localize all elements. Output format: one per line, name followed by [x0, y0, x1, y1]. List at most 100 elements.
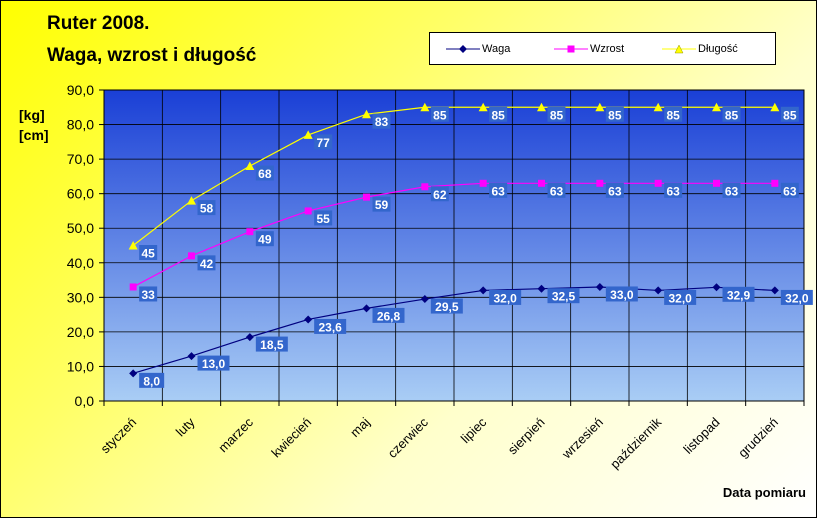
x-tick-label: sierpień — [505, 415, 548, 458]
svg-text:32,0: 32,0 — [668, 291, 692, 305]
svg-text:26,8: 26,8 — [377, 309, 401, 323]
axes — [99, 89, 805, 406]
legend-swatch-waga — [446, 44, 480, 53]
data-label: 32,9 — [722, 286, 755, 302]
data-label: 32,5 — [547, 288, 580, 304]
data-label: 13,0 — [197, 355, 230, 371]
data-label: 68 — [255, 165, 274, 181]
svg-text:13,0: 13,0 — [202, 357, 226, 371]
data-label: 83 — [372, 113, 391, 129]
legend-item-waga: Waga — [446, 33, 510, 64]
legend-label-dlugosc: Długość — [698, 42, 738, 55]
point-marker — [128, 241, 138, 250]
svg-text:32,9: 32,9 — [727, 288, 751, 302]
legend-label-waga: Waga — [482, 42, 511, 55]
point-marker — [187, 196, 196, 205]
point-marker — [712, 102, 721, 112]
chart-title-line-1: Ruter 2008. — [47, 13, 150, 34]
svg-text:68: 68 — [258, 167, 272, 181]
point-marker — [245, 161, 255, 171]
data-label: 63 — [722, 182, 741, 198]
svg-text:18,5: 18,5 — [260, 338, 284, 352]
y-tick-label: 90,0 — [67, 82, 94, 98]
point-marker — [653, 102, 663, 112]
x-tick-labels: styczeń luty marzec kwiecień maj czerwiec lipi… — [98, 414, 781, 471]
point-marker — [712, 283, 721, 292]
point-marker — [771, 179, 779, 187]
point-marker — [479, 286, 488, 295]
data-label: 32,0 — [664, 289, 697, 305]
svg-text:85: 85 — [433, 108, 447, 122]
data-label: 49 — [255, 231, 274, 247]
data-label: 85 — [722, 106, 741, 122]
svg-text:42: 42 — [200, 257, 214, 271]
data-label: 63 — [664, 182, 683, 198]
point-marker — [421, 183, 429, 191]
y-axis-label: [kg] [cm] — [19, 105, 49, 145]
svg-text:63: 63 — [725, 184, 739, 198]
y-axis-label-cm: [cm] — [19, 127, 49, 143]
data-label: 85 — [547, 106, 566, 122]
legend-swatch-dlugosc — [662, 43, 696, 53]
data-label: 62 — [430, 186, 449, 202]
x-tick-label: maj — [347, 414, 372, 439]
x-tick-label: grudzień — [735, 415, 781, 461]
svg-text:62: 62 — [433, 188, 447, 202]
data-label: 77 — [314, 134, 333, 150]
y-tick-labels: 0,0 10,0 20,0 30,0 40,0 50,0 60,0 70,0 80,0 90,0 — [67, 82, 94, 409]
data-label: 33,0 — [605, 286, 638, 302]
data-label: 85 — [489, 106, 508, 122]
point-marker — [129, 369, 138, 378]
point-marker — [188, 252, 195, 260]
y-tick-label: 10,0 — [67, 358, 94, 374]
x-tick-label: kwiecień — [268, 415, 314, 461]
point-marker — [595, 102, 605, 112]
svg-text:85: 85 — [666, 108, 680, 122]
svg-text:32,0: 32,0 — [785, 291, 809, 305]
point-marker — [362, 304, 371, 313]
x-tick-label: październik — [607, 414, 664, 471]
point-marker — [304, 315, 313, 324]
data-label: 18,5 — [255, 336, 288, 352]
point-marker — [596, 179, 604, 187]
svg-text:45: 45 — [141, 247, 155, 261]
y-tick-label: 60,0 — [67, 186, 94, 202]
svg-text:29,5: 29,5 — [435, 300, 459, 314]
point-marker — [187, 352, 196, 361]
svg-text:85: 85 — [608, 108, 622, 122]
point-marker — [420, 295, 429, 304]
x-tick-label: luty — [173, 414, 198, 439]
data-label: 85 — [605, 106, 624, 122]
data-label: 85 — [430, 106, 449, 122]
data-label: 33 — [139, 286, 158, 302]
svg-text:55: 55 — [316, 212, 330, 226]
svg-text:63: 63 — [491, 184, 505, 198]
point-marker — [713, 179, 720, 187]
y-tick-label: 50,0 — [67, 220, 94, 236]
y-tick-label: 80,0 — [67, 117, 94, 133]
data-labels: 8,0 13,0 18,5 23,6 26,8 29,5 32,0 32,5 33,0 32,0 3… — [139, 106, 813, 388]
data-label: 63 — [605, 182, 624, 198]
legend-label-wzrost: Wzrost — [590, 42, 625, 55]
data-label: 58 — [197, 200, 216, 216]
point-marker — [537, 102, 546, 112]
y-tick-label: 0,0 — [75, 393, 95, 409]
legend-item-wzrost: Wzrost — [554, 33, 624, 64]
y-axis-label-kg: [kg] — [19, 107, 45, 123]
point-marker — [304, 207, 312, 215]
data-label: 59 — [372, 196, 391, 212]
svg-text:32,0: 32,0 — [493, 291, 517, 305]
data-label: 29,5 — [430, 298, 463, 314]
point-marker — [595, 282, 604, 291]
plot-border — [103, 89, 805, 402]
data-label: 26,8 — [372, 307, 405, 323]
legend: Waga Wzrost Długość — [429, 32, 776, 65]
data-label: 42 — [197, 255, 216, 271]
svg-text:23,6: 23,6 — [318, 320, 342, 334]
point-marker — [362, 109, 371, 119]
point-marker — [770, 286, 779, 295]
point-marker — [245, 333, 254, 342]
data-label: 63 — [489, 182, 508, 198]
svg-text:63: 63 — [608, 184, 622, 198]
y-tick-label: 30,0 — [67, 289, 94, 305]
